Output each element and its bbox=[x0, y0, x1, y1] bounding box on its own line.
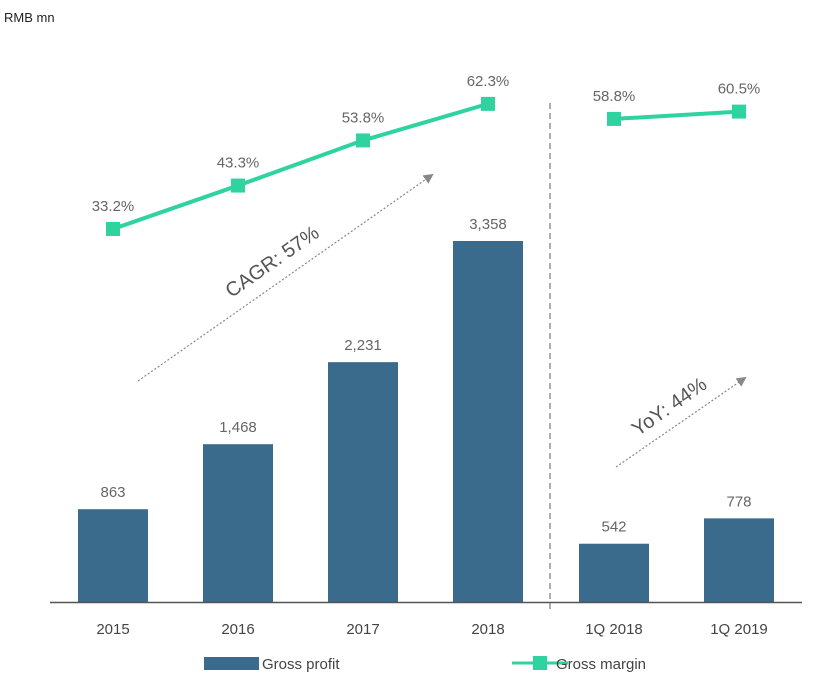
x-tick-label: 2016 bbox=[221, 621, 254, 638]
legend-swatch-marker-gross-margin bbox=[533, 656, 547, 670]
gross-margin-value-label: 60.5% bbox=[718, 81, 761, 98]
cagr-annotation: CAGR: 57% bbox=[222, 222, 324, 303]
bar-value-label: 3,358 bbox=[469, 216, 507, 233]
bar-gross-profit-1q-2018 bbox=[579, 543, 649, 602]
bar-value-label: 542 bbox=[601, 519, 626, 536]
x-tick-label: 1Q 2018 bbox=[585, 621, 643, 638]
gross-margin-line-segment-2 bbox=[613, 109, 740, 121]
gross-margin-marker bbox=[106, 222, 120, 236]
gross-margin-value-label: 58.8% bbox=[593, 88, 636, 105]
legend-swatch-gross-profit bbox=[204, 657, 259, 670]
x-tick-label: 2018 bbox=[471, 621, 504, 638]
gross-margin-marker bbox=[481, 96, 495, 111]
gross-margin-marker bbox=[732, 104, 746, 119]
bar-value-label: 2,231 bbox=[344, 337, 382, 354]
x-tick-label: 1Q 2019 bbox=[710, 621, 768, 638]
gross-margin-value-label: 43.3% bbox=[217, 155, 260, 172]
bar-value-label: 778 bbox=[726, 493, 751, 510]
gross-margin-marker bbox=[356, 133, 370, 148]
bar-gross-profit-2017 bbox=[328, 362, 398, 602]
gross-margin-line-segment-1 bbox=[112, 101, 489, 231]
gross-margin-value-label: 62.3% bbox=[467, 73, 510, 90]
bar-value-label: 1,468 bbox=[219, 419, 257, 436]
x-tick-label: 2017 bbox=[346, 621, 379, 638]
bar-gross-profit-2015 bbox=[78, 509, 148, 602]
gross-margin-marker bbox=[231, 178, 245, 193]
bar-gross-profit-2016 bbox=[203, 444, 273, 602]
x-tick-label: 2015 bbox=[96, 621, 129, 638]
bar-gross-profit-2018 bbox=[453, 241, 523, 602]
legend-label-gross-profit: Gross profit bbox=[262, 656, 340, 673]
gross-margin-value-label: 33.2% bbox=[92, 198, 135, 215]
legend-label-gross-margin: Gross margin bbox=[556, 656, 646, 673]
unit-label: RMB mn bbox=[4, 10, 55, 25]
bar-value-label: 863 bbox=[100, 484, 125, 501]
bar-gross-profit-1q-2019 bbox=[704, 518, 774, 602]
gross-margin-value-label: 53.8% bbox=[342, 109, 385, 126]
gross-margin-marker bbox=[607, 111, 621, 126]
